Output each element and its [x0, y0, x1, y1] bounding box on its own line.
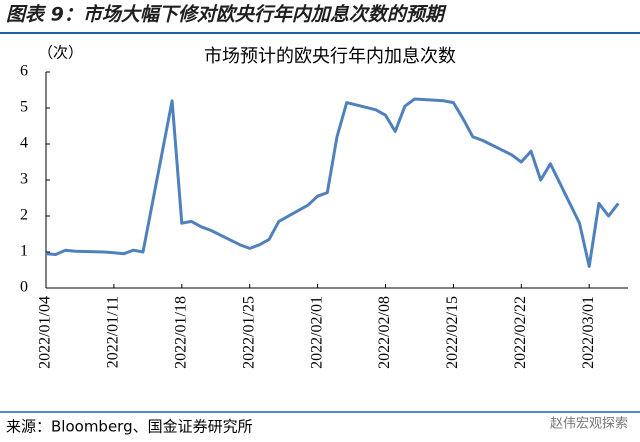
watermark: 赵伟宏观探索 [550, 417, 628, 432]
x-tick-label: 2022/01/18 [172, 296, 189, 369]
y-tick-label: 2 [20, 207, 28, 224]
x-tick-label: 2022/02/08 [376, 296, 393, 369]
header-title: 图表 9：市场大幅下修对欧央行年内加息次数的预期 [6, 4, 447, 26]
x-tick-label: 2022/01/25 [240, 296, 257, 369]
y-tick-label: 1 [20, 243, 28, 260]
y-tick-label: 6 [20, 63, 28, 80]
x-tick-label: 2022/01/11 [105, 296, 122, 368]
series-line [45, 97, 620, 268]
y-tick-label: 3 [20, 171, 28, 188]
x-tick-label: 2022/02/22 [512, 296, 529, 369]
y-axis-label: （次） [38, 44, 83, 61]
x-tick-label: 2022/01/04 [37, 296, 54, 369]
y-tick-label: 5 [20, 99, 28, 116]
x-tick-label: 2022/03/01 [580, 296, 597, 369]
chart-title: 市场预计的欧央行年内加息次数 [204, 46, 456, 66]
x-tick-label: 2022/02/01 [308, 296, 325, 369]
y-tick-label: 0 [20, 279, 28, 296]
x-tick-label: 2022/02/15 [444, 296, 461, 369]
y-tick-label: 4 [20, 135, 28, 152]
source: 来源：Bloomberg、国金证券研究所 [6, 418, 253, 436]
